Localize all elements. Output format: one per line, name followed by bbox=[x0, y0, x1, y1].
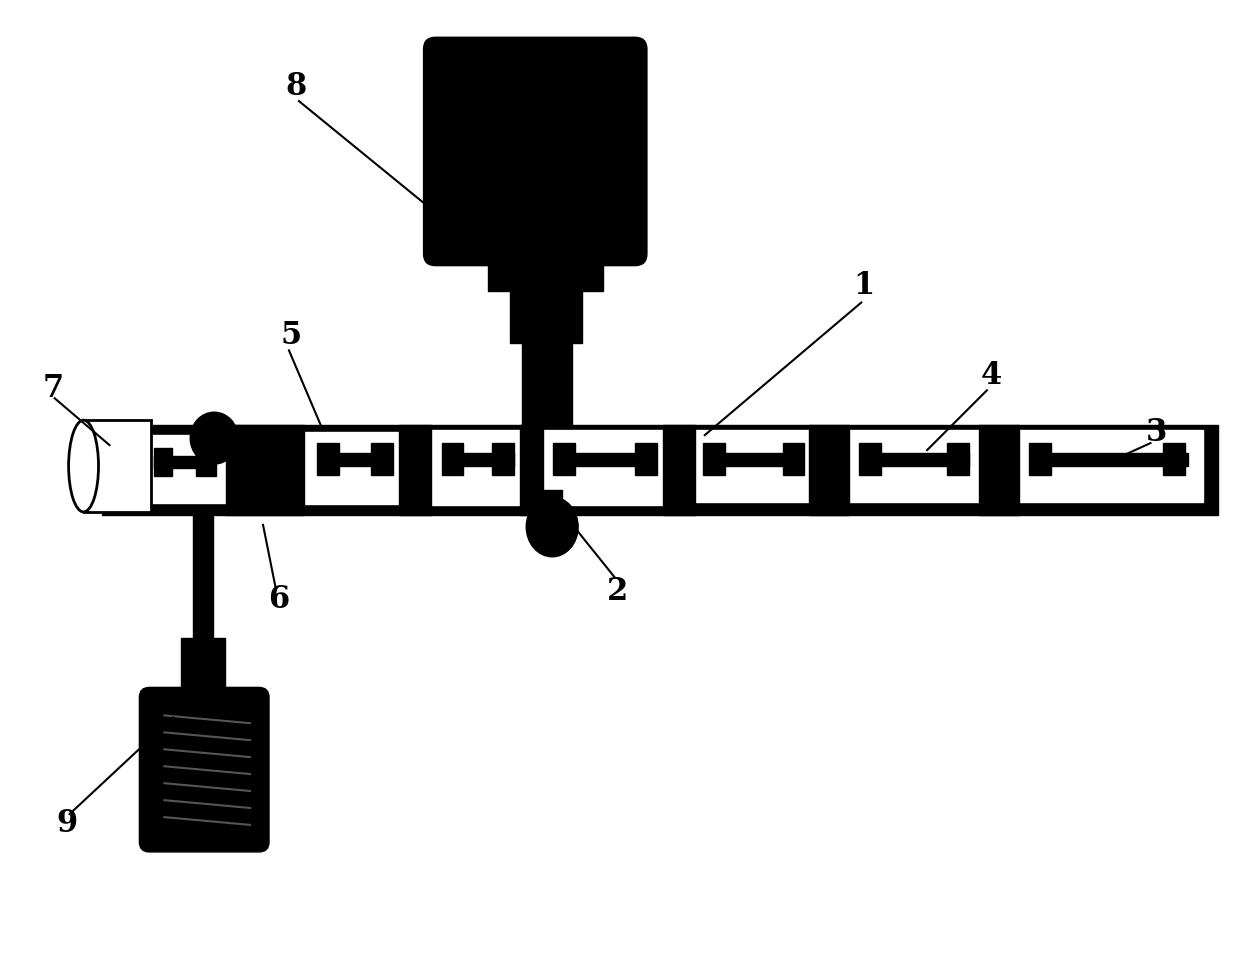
Bar bbox=[553, 443, 575, 475]
Bar bbox=[861, 453, 969, 466]
Text: 9: 9 bbox=[56, 808, 77, 839]
Bar bbox=[1163, 443, 1186, 475]
Text: 8: 8 bbox=[285, 71, 306, 102]
Bar bbox=[399, 425, 430, 515]
Bar bbox=[304, 433, 399, 503]
FancyBboxPatch shape bbox=[140, 688, 269, 852]
Bar bbox=[544, 490, 563, 530]
Bar bbox=[703, 443, 725, 475]
Bar bbox=[849, 431, 979, 502]
Ellipse shape bbox=[527, 497, 579, 557]
Bar bbox=[543, 431, 663, 505]
Bar bbox=[1018, 431, 1203, 502]
Bar bbox=[370, 443, 393, 475]
Bar bbox=[317, 443, 338, 475]
Bar bbox=[430, 431, 520, 505]
Bar bbox=[227, 425, 304, 515]
Bar bbox=[860, 443, 881, 475]
Bar bbox=[83, 420, 151, 512]
Bar bbox=[695, 431, 809, 502]
Bar bbox=[947, 443, 969, 475]
Bar bbox=[523, 339, 572, 428]
Bar bbox=[809, 425, 849, 515]
Bar bbox=[441, 443, 463, 475]
Ellipse shape bbox=[191, 412, 238, 464]
Bar bbox=[492, 443, 514, 475]
Text: 4: 4 bbox=[980, 360, 1001, 391]
Text: 2: 2 bbox=[607, 576, 628, 607]
Bar bbox=[155, 448, 172, 476]
Bar bbox=[488, 250, 603, 291]
Bar bbox=[634, 443, 657, 475]
Bar bbox=[705, 453, 803, 466]
Bar bbox=[442, 453, 514, 466]
Bar bbox=[783, 443, 804, 475]
Bar bbox=[196, 448, 216, 476]
Bar bbox=[155, 456, 209, 468]
Bar bbox=[1028, 443, 1051, 475]
Bar bbox=[181, 638, 225, 702]
Bar bbox=[555, 453, 653, 466]
Bar bbox=[193, 510, 213, 644]
Text: 3: 3 bbox=[1146, 416, 1167, 448]
Text: 7: 7 bbox=[43, 373, 64, 404]
FancyBboxPatch shape bbox=[424, 37, 647, 266]
Ellipse shape bbox=[68, 420, 99, 512]
Bar bbox=[318, 453, 389, 466]
Text: 1: 1 bbox=[854, 270, 875, 301]
Bar bbox=[979, 425, 1018, 515]
Bar bbox=[102, 425, 1218, 515]
Bar bbox=[151, 435, 227, 503]
Text: 6: 6 bbox=[269, 584, 290, 615]
Text: 5: 5 bbox=[280, 320, 301, 351]
Bar bbox=[1031, 453, 1188, 466]
Bar bbox=[520, 425, 543, 515]
Bar bbox=[663, 425, 695, 515]
Bar bbox=[510, 289, 582, 343]
